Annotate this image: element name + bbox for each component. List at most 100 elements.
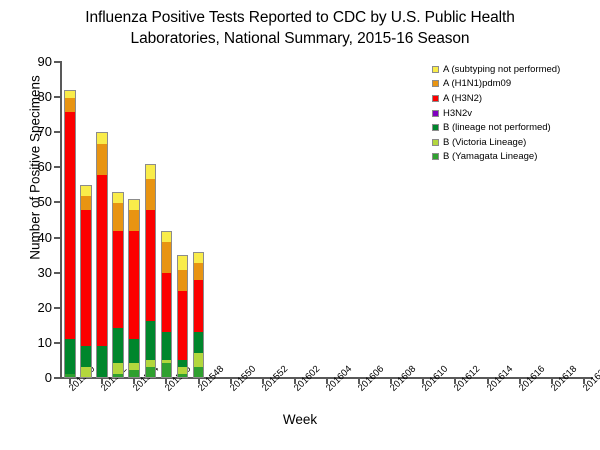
x-axis-title: Week: [282, 412, 318, 427]
bar-segment: [81, 366, 91, 377]
bar-segment: [81, 185, 91, 197]
bar-segment: [65, 91, 75, 99]
y-axis-tick-label: 30: [37, 264, 52, 280]
chart-title: Influenza Positive Tests Reported to CDC…: [0, 8, 600, 50]
legend-item-6: B (Yamagata Lineage): [432, 150, 600, 165]
y-axis-tick-mark: [54, 166, 61, 169]
bar-segment: [81, 196, 91, 211]
bar-segment: [113, 363, 123, 374]
legend-label: B (lineage not performed): [443, 122, 551, 134]
bar-segment: [65, 98, 75, 112]
bar-201544: [128, 198, 141, 378]
bar-segment: [81, 210, 91, 346]
bar-segment: [129, 370, 140, 377]
x-axis-tick-mark: [326, 378, 328, 384]
bar-segment: [193, 366, 204, 377]
bar-segment: [161, 363, 172, 377]
bar-segment: [193, 262, 204, 281]
bar-201541: [80, 184, 92, 378]
y-axis-tick-mark: [54, 271, 61, 274]
bar-segment: [161, 241, 172, 274]
legend-swatch-icon: [432, 153, 439, 161]
x-axis-tick-mark: [390, 378, 393, 384]
bar-segment: [193, 332, 204, 353]
y-axis-tick-mark: [54, 96, 61, 99]
bar-segment: [145, 321, 156, 360]
x-axis-tick-mark: [454, 378, 457, 384]
bar-201540: [64, 90, 76, 378]
y-axis-tick-label: 90: [37, 54, 52, 69]
bar-segment: [129, 231, 140, 339]
bar-segment: [177, 359, 188, 367]
legend-label: B (Victoria Lineage): [443, 136, 527, 148]
bar-segment: [81, 345, 91, 367]
x-axis-tick-mark: [101, 378, 104, 384]
y-axis-tick-mark: [54, 61, 61, 63]
x-axis-tick-mark: [197, 378, 200, 384]
bar-201545: [144, 163, 157, 378]
plot-area: [62, 62, 592, 378]
legend-swatch-icon: [432, 109, 439, 117]
x-axis-tick-mark: [165, 378, 168, 384]
y-axis-tick-mark: [54, 306, 61, 309]
bar-segment: [129, 199, 140, 211]
bar-segment: [161, 231, 172, 242]
legend-swatch-icon: [432, 80, 439, 88]
y-axis-tick-labels: 0 10 20 30 40 50 60 70 80 90: [0, 0, 52, 450]
bar-segment: [161, 273, 172, 332]
bar-segment: [193, 280, 204, 333]
bar-segment: [97, 175, 107, 346]
y-axis-tick-label: 60: [37, 159, 52, 175]
bar-segment: [129, 363, 140, 371]
bar-201548: [192, 251, 205, 378]
bar-segment: [145, 210, 156, 322]
y-axis-tick-label: 50: [37, 194, 52, 210]
bar-201547: [176, 255, 189, 378]
legend-swatch-icon: [432, 65, 439, 73]
x-axis-tick-mark: [582, 378, 585, 384]
y-axis-tick-label: 80: [37, 89, 52, 105]
legend-item-4: B (lineage not performed): [432, 120, 600, 135]
x-axis-tick-mark: [261, 378, 264, 384]
bar-segment: [177, 256, 188, 270]
x-axis-tick-mark: [293, 378, 296, 384]
legend-item-5: B (Victoria Lineage): [432, 135, 600, 150]
y-axis-tick-mark: [54, 201, 61, 204]
bar-segment: [129, 210, 140, 232]
bar-segment: [65, 373, 75, 377]
x-axis-tick-mark: [486, 378, 489, 384]
x-axis-tick-mark: [550, 378, 553, 384]
bar-segment: [145, 164, 156, 179]
bar-segment: [145, 359, 156, 367]
bar-segment: [97, 143, 107, 176]
legend-swatch-icon: [432, 94, 439, 102]
bar-segment: [177, 366, 188, 374]
bar-segment: [113, 231, 123, 329]
y-axis-tick-label: 40: [37, 229, 52, 245]
legend-item-3: H3N2v: [432, 106, 600, 121]
bar-segment: [161, 332, 172, 360]
y-axis-tick-mark: [54, 341, 61, 344]
legend-label: B (Yamagata Lineage): [443, 151, 538, 163]
bar-201546: [160, 230, 173, 378]
y-axis-tick-mark: [54, 236, 61, 239]
legend-label: H3N2v: [443, 107, 473, 119]
bar-segment: [145, 366, 156, 377]
bar-segment: [65, 338, 75, 374]
bar-segment: [97, 133, 107, 144]
x-axis-tick-mark: [518, 378, 521, 384]
bar-segment: [177, 269, 188, 291]
bar-segment: [161, 359, 172, 364]
bar-segment: [113, 192, 123, 204]
y-axis-tick-label: 0: [44, 370, 52, 385]
bar-segment: [65, 112, 75, 339]
x-axis-tick-mark: [358, 378, 361, 384]
y-axis-tick-label: 20: [37, 299, 52, 315]
x-axis-tick-mark: [422, 378, 425, 384]
bar-segment: [177, 373, 188, 377]
bar-segment: [113, 373, 123, 377]
x-axis-tick-mark: [133, 378, 136, 384]
bar-segment: [177, 290, 188, 360]
x-axis-tick-mark: [69, 378, 72, 384]
